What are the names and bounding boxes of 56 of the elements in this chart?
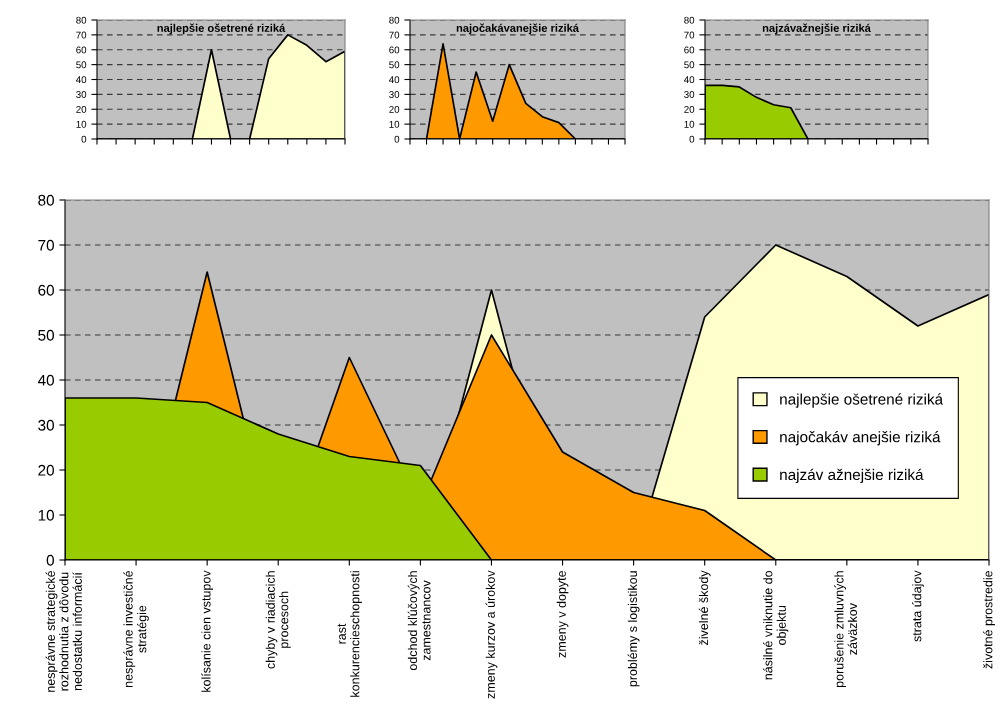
y-tick-label: 30 — [76, 91, 87, 98]
chart-title: najočakávanejšie riziká — [456, 23, 579, 35]
y-tick-label: 30 — [389, 91, 400, 98]
y-tick-label: 60 — [76, 46, 87, 54]
x-tick-label: rast konkurencieschopnosti — [337, 571, 362, 697]
y-tick-label: 70 — [38, 239, 54, 251]
x-tick-label: nesprávne strategické rozhodnutia z dôvodu nedostatku informácií — [45, 570, 82, 692]
x-tick-label: kolísanie cien vstupov — [201, 570, 214, 692]
y-tick-label: 20 — [76, 105, 87, 113]
y-tick-label: 20 — [684, 105, 695, 113]
x-tick-label: nesprávne investičné stratégie — [123, 570, 149, 688]
x-tick-label: porušenie zmluvných záväzkov — [834, 571, 858, 688]
y-tick-label: 50 — [389, 61, 400, 69]
y-tick-label: 0 — [394, 135, 400, 143]
y-tick-label: 20 — [38, 464, 54, 476]
y-tick-label: 0 — [81, 135, 87, 143]
y-tick-label: 80 — [389, 16, 400, 24]
y-tick-label: 80 — [76, 16, 87, 24]
legend-label: najlepšie ošetrené riziká — [780, 393, 944, 408]
y-tick-label: 30 — [38, 419, 54, 431]
chart-title: najlepšie ošetrené riziká — [157, 23, 286, 35]
x-tick-label: problémy s logistikou — [627, 571, 640, 687]
y-tick-label: 40 — [683, 76, 695, 84]
y-tick-label: 10 — [684, 120, 695, 128]
x-tick-label: odchod kľúčových zamestnancov — [407, 571, 431, 671]
x-tick-label: zmeny v dopyte — [556, 570, 569, 658]
x-tick-label: živelné škody — [698, 570, 711, 645]
y-tick-label: 70 — [389, 31, 400, 39]
y-tick-label: 40 — [75, 76, 87, 84]
y-tick-label: 10 — [76, 120, 87, 128]
y-tick-label: 60 — [389, 46, 400, 54]
chart-title: najzávažnejšie riziká — [762, 23, 871, 35]
x-tick-label: chyby v riadiacich procesoch — [265, 571, 291, 669]
x-tick-label: násilné vniknutie do objektu — [763, 570, 789, 680]
y-tick-label: 0 — [689, 135, 695, 143]
y-tick-label: 60 — [684, 46, 695, 54]
y-tick-label: 20 — [389, 105, 400, 113]
y-tick-label: 70 — [76, 31, 87, 39]
y-tick-label: 10 — [389, 120, 400, 128]
y-tick-label: 60 — [38, 284, 54, 296]
y-tick-label: 30 — [684, 91, 695, 98]
y-tick-label: 40 — [388, 76, 400, 84]
y-tick-label: 50 — [684, 61, 695, 69]
y-tick-label: 80 — [38, 194, 54, 206]
y-tick-label: 10 — [38, 509, 54, 521]
y-tick-label: 80 — [684, 16, 695, 24]
y-tick-label: 50 — [38, 329, 54, 341]
y-tick-label: 0 — [46, 554, 54, 566]
y-tick-label: 70 — [684, 31, 695, 39]
y-tick-label: 50 — [76, 61, 87, 69]
legend-label: najzáv ažnejšie riziká — [780, 468, 924, 484]
y-tick-label: 40 — [37, 374, 54, 386]
x-tick-label: zmeny kurzov a úrokov — [485, 570, 498, 699]
x-tick-label: strata údajov — [912, 570, 924, 642]
legend-label: najočakáv anejšie riziká — [780, 430, 941, 446]
x-tick-label: životné prostredie — [983, 570, 995, 669]
